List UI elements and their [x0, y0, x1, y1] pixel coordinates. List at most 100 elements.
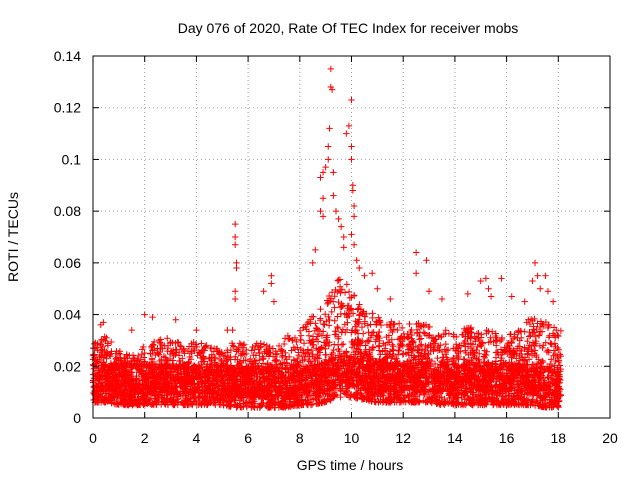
data-point: [269, 353, 277, 360]
data-point: [527, 315, 535, 323]
data-point: [323, 318, 330, 325]
data-point: [550, 347, 558, 354]
data-point: [186, 353, 193, 361]
data-point: [370, 344, 377, 352]
data-point: [508, 337, 515, 345]
data-point: [317, 305, 324, 313]
data-point: [178, 399, 185, 406]
data-point: [201, 358, 208, 365]
data-point: [321, 321, 328, 328]
data-point: [398, 324, 406, 332]
data-point: [280, 340, 288, 348]
data-point: [354, 336, 361, 343]
data-point: [174, 338, 181, 346]
data-point: [539, 344, 546, 352]
data-point: [328, 308, 335, 316]
data-point: [557, 327, 565, 335]
data-point: [331, 317, 338, 324]
data-point: [330, 346, 337, 354]
data-point: [458, 331, 466, 338]
data-point: [141, 358, 148, 365]
data-point: [452, 341, 460, 348]
data-point: [230, 397, 238, 404]
data-point: [391, 356, 399, 363]
data-point: [309, 336, 317, 343]
data-point: [135, 395, 143, 403]
data-point: [325, 322, 333, 329]
data-point: [386, 348, 394, 355]
data-point: [390, 347, 397, 354]
data-point: [230, 343, 238, 350]
data-point: [526, 320, 534, 328]
data-point: [312, 320, 319, 327]
data-point: [293, 338, 300, 346]
data-point: [555, 357, 563, 364]
data-point: [138, 351, 145, 358]
data-point: [478, 331, 485, 338]
data-point: [383, 333, 390, 341]
data-point: [137, 356, 145, 363]
data-point: [517, 327, 524, 335]
data-point: [536, 323, 544, 331]
data-point: [291, 345, 299, 353]
data-point: [348, 306, 355, 313]
data-point: [316, 327, 323, 335]
data-point: [406, 341, 413, 348]
data-point: [215, 350, 223, 357]
data-point: [345, 288, 353, 296]
data-point: [417, 322, 424, 330]
data-point: [165, 395, 173, 403]
data-point: [474, 343, 481, 351]
data-point: [147, 350, 154, 357]
data-point: [98, 346, 105, 353]
scatter-points: [89, 65, 565, 411]
data-point: [313, 324, 320, 332]
data-point: [141, 349, 148, 357]
data-point: [356, 301, 363, 308]
data-point: [468, 329, 475, 337]
data-point: [501, 344, 509, 351]
data-point: [322, 311, 329, 318]
data-point: [326, 316, 333, 324]
data-point: [394, 326, 401, 334]
data-point: [358, 323, 366, 331]
data-point: [300, 324, 307, 331]
data-point: [114, 401, 121, 408]
data-point: [469, 341, 477, 348]
data-point: [104, 342, 112, 349]
data-point: [389, 341, 396, 348]
data-point: [93, 396, 100, 404]
data-point: [331, 293, 338, 300]
data-point: [162, 357, 169, 364]
data-point: [531, 347, 539, 354]
data-point: [336, 283, 344, 290]
data-point: [226, 401, 234, 408]
data-point: [337, 289, 344, 297]
data-point: [395, 346, 403, 354]
data-point: [365, 337, 372, 344]
data-point: [344, 319, 351, 326]
data-point: [551, 362, 558, 369]
data-point: [212, 395, 219, 402]
data-point: [375, 342, 383, 349]
data-point: [310, 341, 317, 348]
data-point: [175, 339, 182, 346]
data-point: [523, 319, 530, 326]
data-point: [150, 338, 158, 346]
data-point: [521, 345, 528, 353]
data-point: [284, 402, 292, 410]
data-point: [164, 335, 171, 342]
data-point: [431, 335, 439, 343]
data-point: [334, 277, 341, 284]
data-point: [191, 398, 198, 405]
data-point: [286, 334, 293, 342]
data-point: [532, 333, 539, 340]
data-point: [310, 313, 317, 320]
data-point: [319, 328, 327, 335]
data-point: [356, 340, 364, 348]
data-point: [345, 312, 353, 320]
data-point: [467, 335, 475, 342]
data-point: [162, 354, 169, 361]
data-point: [337, 303, 344, 311]
